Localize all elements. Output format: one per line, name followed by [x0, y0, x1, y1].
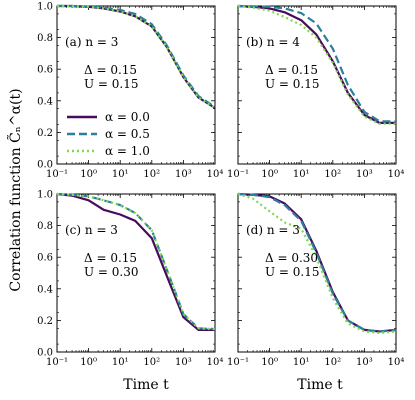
- x-tick-label: 10³: [175, 169, 192, 180]
- panel-1: 10⁻¹ 10⁰ 10¹ 10² 10³ 10⁴ (b) n = 4 Δ = 0.15U = …: [227, 4, 405, 180]
- x-tick-label: 10³: [356, 357, 373, 368]
- series-line-0: [57, 4, 216, 109]
- y-tick-label: 0.8: [37, 221, 53, 232]
- x-tick-label: 10¹: [112, 169, 129, 180]
- panel-param: Δ = 0.15: [84, 251, 137, 265]
- panel-param: U = 0.15: [265, 265, 320, 279]
- panel-param: Δ = 0.15: [265, 63, 318, 77]
- series-line-0: [237, 4, 396, 125]
- x-tick-label: 10⁰: [261, 169, 278, 180]
- x-tick-label: 10²: [324, 357, 341, 368]
- panel-param: Δ = 0.15: [84, 63, 137, 77]
- legend: α = 0.0 α = 0.5 α = 1.0: [67, 110, 150, 158]
- panel-label: (a) n = 3: [65, 35, 118, 49]
- series-line-2: [237, 192, 397, 335]
- x-axis-label-left: Time t: [123, 377, 169, 393]
- x-tick-label: 10⁻¹: [227, 357, 249, 368]
- y-tick-label: 1.0: [37, 190, 53, 201]
- y-tick-label: 0.8: [37, 33, 53, 44]
- x-tick-label: 10⁴: [207, 169, 224, 180]
- panel-frame: [56, 193, 216, 353]
- x-axis-label-right: Time t: [297, 377, 343, 393]
- x-tick-label: 10⁴: [388, 169, 405, 180]
- y-tick-label: 0.2: [37, 128, 53, 139]
- x-tick-label: 10¹: [112, 357, 129, 368]
- panel-param: U = 0.15: [84, 77, 139, 91]
- series-line-1: [237, 4, 396, 123]
- x-tick-label: 10⁰: [261, 357, 278, 368]
- legend-label: α = 0.5: [105, 127, 150, 141]
- x-tick-label: 10⁴: [388, 357, 405, 368]
- x-tick-label: 10²: [324, 169, 341, 180]
- x-tick-label: 10²: [143, 357, 160, 368]
- series-line-2: [57, 4, 216, 109]
- series-line-2: [56, 192, 216, 331]
- x-tick-label: 10⁰: [80, 357, 97, 368]
- panel-param: U = 0.15: [265, 77, 320, 91]
- series-line-1: [237, 192, 397, 333]
- y-tick-label: 1.0: [37, 2, 53, 13]
- x-tick-label: 10²: [143, 169, 160, 180]
- x-tick-label: 10⁴: [207, 357, 224, 368]
- x-tick-label: 10¹: [293, 169, 310, 180]
- x-tick-label: 10³: [356, 169, 373, 180]
- y-tick-label: 0.0: [37, 348, 53, 359]
- x-tick-label: 10⁻¹: [46, 357, 68, 368]
- panels: 10⁻¹ 10⁰ 10¹ 10² 10³ 10⁴ 0.0 0.2 0.4 0.6 0.8 1.0 (a)…: [37, 2, 404, 369]
- panel-frame: [237, 5, 397, 165]
- panel-frame: [237, 193, 397, 353]
- panel-label: (d) n = 3: [246, 223, 300, 237]
- y-tick-label: 0.4: [37, 284, 53, 295]
- panel-2: 10⁻¹ 10⁰ 10¹ 10² 10³ 10⁴ 0.0 0.2 0.4 0.6 0.8 1.0 (c)…: [37, 190, 223, 369]
- y-tick-label: 0.0: [37, 160, 53, 171]
- series-line-0: [56, 192, 215, 331]
- y-tick-label: 0.4: [37, 96, 53, 107]
- y-tick-label: 0.6: [37, 253, 53, 264]
- y-tick-label: 0.2: [37, 316, 53, 327]
- panel-label: (c) n = 3: [65, 223, 118, 237]
- panel-param: U = 0.30: [84, 265, 139, 279]
- series-line-2: [237, 4, 396, 125]
- legend-label: α = 0.0: [105, 110, 150, 124]
- x-tick-label: 10³: [175, 357, 192, 368]
- series-line-1: [57, 4, 216, 109]
- legend-label: α = 1.0: [105, 144, 150, 158]
- panel-0: 10⁻¹ 10⁰ 10¹ 10² 10³ 10⁴ 0.0 0.2 0.4 0.6 0.8 1.0 (a)…: [37, 2, 223, 181]
- x-tick-label: 10⁻¹: [227, 169, 249, 180]
- y-tick-label: 0.6: [37, 65, 53, 76]
- x-tick-label: 10¹: [293, 357, 310, 368]
- x-tick-label: 10⁻¹: [46, 169, 68, 180]
- x-tick-label: 10⁰: [80, 169, 97, 180]
- panel-3: 10⁻¹ 10⁰ 10¹ 10² 10³ 10⁴ (d) n = 3 Δ = 0.30U = …: [227, 192, 405, 368]
- panel-param: Δ = 0.30: [265, 251, 318, 265]
- panel-label: (b) n = 4: [246, 35, 300, 49]
- panel-frame: [56, 5, 216, 165]
- y-axis-label: Correlation function C̃ₙ^α(t): [6, 88, 24, 291]
